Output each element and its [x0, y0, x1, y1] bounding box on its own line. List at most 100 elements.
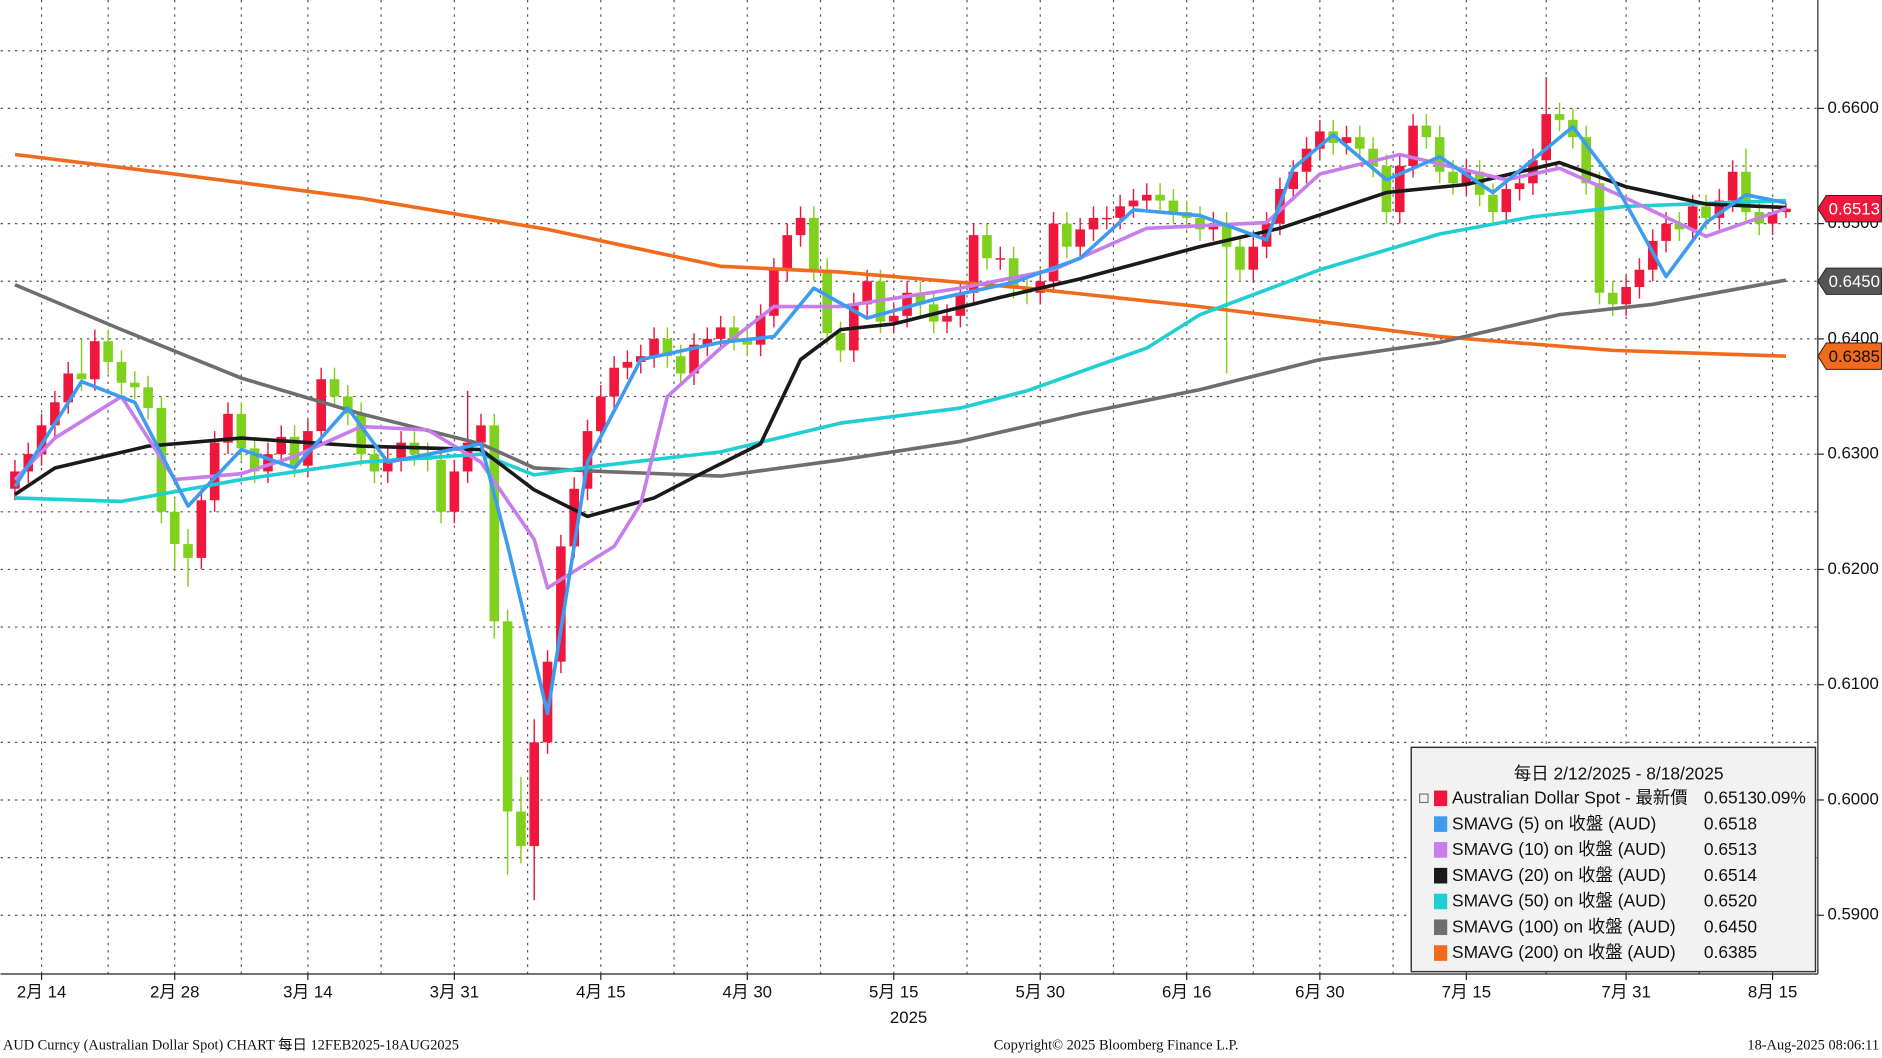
legend-value: 0.6450 — [1704, 916, 1757, 936]
legend-name: Australian Dollar Spot - 最新價 — [1452, 787, 1688, 807]
candle-body — [1355, 137, 1365, 149]
candle-body — [396, 442, 406, 460]
footer-right: 18-Aug-2025 08:06:11 — [1747, 1037, 1879, 1053]
candle-body — [729, 327, 739, 339]
x-tick-label: 8月 15 — [1748, 983, 1797, 1002]
candle-body — [1621, 287, 1631, 305]
candle-body — [116, 361, 127, 383]
candle-body — [1421, 125, 1432, 138]
x-tick-label: 2月 28 — [150, 983, 199, 1002]
candle-body — [1195, 217, 1205, 230]
candle-body — [90, 341, 100, 380]
x-tick-label: 7月 15 — [1442, 983, 1491, 1002]
candle-body — [1155, 194, 1165, 201]
candle-body — [1448, 171, 1458, 184]
candle-body — [196, 500, 207, 558]
candle-body — [1048, 223, 1059, 282]
x-tick-label: 4月 15 — [576, 983, 625, 1002]
candle-body — [1128, 200, 1139, 207]
candle-body — [1381, 165, 1392, 213]
candle-body — [702, 338, 713, 345]
legend-value: 0.6385 — [1704, 942, 1757, 962]
candle-body — [1528, 160, 1538, 184]
candle-body — [1687, 206, 1698, 230]
legend-name: SMAVG (10) on 收盤 (AUD) — [1452, 839, 1666, 859]
candle-body — [1581, 137, 1591, 184]
candle-body — [1248, 246, 1259, 270]
candle-body — [675, 356, 686, 374]
candle-body — [1141, 194, 1152, 201]
legend-swatch — [1434, 867, 1448, 884]
candle-body — [343, 396, 353, 414]
x-tick-label: 7月 31 — [1601, 983, 1650, 1002]
x-tick-label: 3月 31 — [430, 983, 479, 1002]
price-tag — [1817, 342, 1882, 370]
price-tag-label: 0.6385 — [1829, 347, 1880, 366]
candle-body — [36, 425, 47, 455]
price-tag-label: 0.6450 — [1829, 272, 1880, 291]
candle-body — [462, 442, 473, 472]
candle-body — [982, 235, 992, 259]
candle-body — [1102, 217, 1112, 220]
candle-body — [1368, 148, 1378, 166]
price-tag — [1817, 194, 1882, 223]
candle-body — [622, 361, 633, 368]
candle-body — [249, 448, 260, 472]
legend-name: SMAVG (5) on 收盤 (AUD) — [1452, 813, 1656, 833]
candle-body — [649, 338, 659, 357]
candle-body — [1634, 269, 1645, 288]
legend-name: SMAVG (50) on 收盤 (AUD) — [1452, 891, 1666, 911]
candle-body — [63, 373, 73, 403]
candle-body — [1461, 171, 1472, 184]
candle-body — [289, 436, 300, 466]
candle-body — [955, 292, 966, 316]
candle-body — [596, 396, 606, 432]
legend-name: SMAVG (200) on 收盤 (AUD) — [1452, 942, 1676, 962]
legend-swatch — [1434, 790, 1448, 807]
candle-body — [755, 315, 766, 345]
ma-line — [14, 152, 1787, 358]
legend-swatch — [1434, 919, 1448, 936]
candle-body — [1341, 137, 1352, 143]
candle-body — [143, 387, 153, 409]
candle-body — [1661, 223, 1671, 241]
candle-body — [769, 269, 779, 316]
candle-body — [1608, 292, 1618, 305]
legend-swatch — [1434, 816, 1448, 832]
candle-body — [489, 425, 500, 622]
price-tag — [1817, 267, 1882, 295]
y-tick-label: 0.6200 — [1827, 559, 1878, 578]
candle-body — [356, 413, 366, 455]
candle-body — [1115, 206, 1125, 218]
candle-body — [1767, 212, 1778, 224]
labels: 2025 AUD Curncy (Australian Dollar Spot)… — [3, 98, 1879, 1054]
candle-body — [1594, 183, 1605, 293]
ma-lines — [13, 124, 1787, 716]
candle-body — [715, 327, 726, 339]
candle-body — [476, 425, 486, 443]
candle-body — [329, 379, 340, 397]
candle-body — [942, 315, 952, 322]
y-tick-label: 0.6600 — [1827, 98, 1878, 117]
candle-body — [76, 373, 87, 380]
footer-center: Copyright© 2025 Bloomberg Finance L.P. — [994, 1037, 1239, 1053]
ma-line — [14, 198, 1787, 504]
legend: 每日 2/12/2025 - 8/18/2025 Australian Doll… — [1410, 746, 1817, 973]
candle-body — [1501, 189, 1512, 213]
candle-body — [968, 235, 979, 293]
candle-body — [902, 292, 912, 316]
y-tick-label: 0.5900 — [1827, 905, 1878, 924]
candle-body — [556, 546, 566, 662]
candle-body — [809, 217, 819, 270]
candle-body — [995, 258, 1006, 260]
candle-body — [1741, 171, 1751, 213]
candle-body — [1168, 200, 1179, 213]
candle-body — [223, 413, 233, 443]
candle-body — [263, 454, 273, 472]
candle-body — [609, 367, 619, 397]
legend-value: 0.6513 — [1704, 787, 1757, 807]
candle-body — [209, 442, 220, 501]
candle-body — [303, 431, 313, 466]
candle-body — [10, 471, 20, 489]
candle-body — [449, 471, 460, 512]
